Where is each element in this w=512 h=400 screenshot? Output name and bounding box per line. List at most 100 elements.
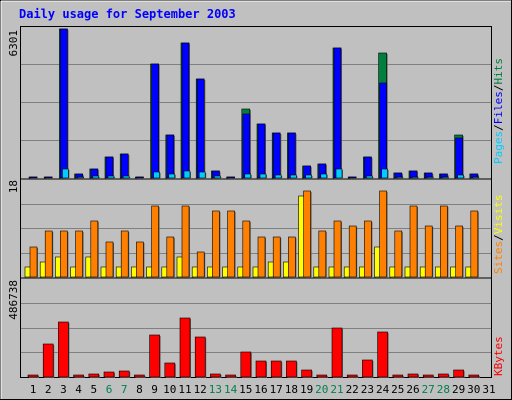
kbytes-bar — [58, 321, 69, 378]
kbytes-bar — [225, 374, 236, 378]
sites-bar — [90, 220, 99, 278]
kbytes-bar — [118, 370, 130, 378]
files-bar — [364, 156, 372, 179]
day-tick-label: 16 — [254, 383, 267, 396]
pages-bar — [290, 174, 297, 179]
day-tick-label: 8 — [136, 383, 143, 396]
pages-bar — [411, 176, 419, 179]
legend-separator: / — [492, 234, 505, 241]
kbytes-bar — [453, 369, 464, 378]
pages-bar — [305, 174, 312, 179]
files-bar-shadow — [350, 178, 358, 179]
sites-bar — [29, 246, 38, 278]
day-tick-label: 3 — [60, 383, 67, 396]
pages-bar-shadow — [443, 178, 450, 179]
kbytes-bar — [407, 373, 419, 378]
files-bar-shadow — [31, 178, 38, 179]
kbytes-max-label: 486738 — [7, 280, 20, 320]
sites-bar — [105, 241, 114, 278]
files-bar — [288, 132, 296, 179]
files-bar — [105, 156, 114, 179]
sites-bar — [440, 205, 448, 278]
files-bar — [455, 137, 463, 179]
pages-bar — [396, 176, 404, 179]
sites-bar — [257, 236, 266, 278]
pages-bar — [426, 176, 434, 179]
pages-bar — [366, 175, 373, 179]
pages-bar — [381, 168, 388, 179]
sites-bar — [348, 225, 357, 278]
pages-bar — [244, 173, 252, 179]
day-tick-label: 13 — [209, 383, 222, 396]
pages-bar — [259, 173, 267, 179]
files-bar — [348, 176, 357, 179]
kbytes-bar — [362, 359, 373, 378]
files-bar — [136, 176, 144, 179]
day-tick-label: 10 — [163, 383, 176, 396]
kbytes-bar — [194, 336, 206, 378]
day-tick-label: 22 — [346, 383, 359, 396]
day-tick-label: 6 — [106, 383, 113, 396]
files-bar-shadow — [137, 178, 145, 179]
files-bar — [379, 82, 387, 179]
kbytes-bar — [438, 373, 449, 378]
files-bar — [196, 78, 205, 179]
legend-separator: / — [492, 85, 505, 92]
files-bar — [60, 28, 68, 179]
day-tick-label: 26 — [406, 383, 419, 396]
kbytes-bar — [42, 343, 54, 378]
kbytes-bar — [240, 351, 252, 378]
day-tick-label: 24 — [376, 383, 390, 396]
sites-bar — [394, 230, 403, 278]
files-bar — [242, 113, 251, 179]
day-tick-label: 30 — [467, 383, 480, 396]
day-tick-label: 1 — [30, 383, 37, 396]
day-tick-label: 21 — [330, 383, 343, 396]
sites-bar — [120, 230, 129, 278]
files-bar — [181, 42, 190, 179]
sites-bar — [44, 230, 53, 278]
files-bar — [166, 134, 175, 179]
kbytes-bar — [149, 334, 160, 378]
sites-bar — [166, 236, 175, 278]
kbytes-bar — [377, 331, 388, 378]
pages-bar — [198, 171, 206, 179]
legend-separator: / — [492, 124, 505, 131]
files-bar — [333, 47, 342, 179]
sites-bar — [272, 236, 281, 278]
kbytes-bar — [73, 374, 84, 378]
day-tick-label: 11 — [178, 383, 191, 396]
legend-visits: Visits — [492, 195, 505, 235]
legend-pages: Pages — [492, 131, 505, 164]
sites-bar — [60, 230, 68, 278]
sites-bar — [409, 205, 418, 278]
pages-bar — [168, 173, 176, 179]
sites-bar — [455, 225, 463, 278]
pages-bar-shadow — [397, 178, 404, 179]
pages-bar — [320, 173, 328, 179]
day-tick-label: 17 — [270, 383, 283, 396]
files-bar — [44, 176, 53, 179]
pages-bar — [472, 176, 480, 179]
pages-bar — [62, 168, 69, 179]
sites-bar — [303, 190, 311, 278]
day-tick-label: 29 — [452, 383, 465, 396]
day-tick-label: 9 — [151, 383, 158, 396]
sites-bar — [242, 220, 251, 278]
files-bar-shadow — [228, 178, 236, 179]
hits-max-label: 6301 — [7, 30, 20, 57]
pages-bar-shadow — [428, 178, 435, 179]
kbytes-bar — [286, 360, 297, 378]
kbytes-bar — [301, 369, 312, 378]
sites-bar — [181, 205, 190, 278]
kbytes-bar — [392, 374, 404, 378]
sites-max-label: 18 — [7, 180, 20, 193]
kbytes-bar — [255, 360, 267, 378]
middle-legend: Sites/Visits — [492, 195, 505, 275]
kbytes-bar — [88, 373, 100, 378]
kbytes-bar — [316, 374, 328, 378]
kbytes-bar — [27, 374, 39, 378]
pages-bar — [77, 176, 84, 179]
pages-bar — [122, 175, 130, 179]
day-tick-label: 23 — [361, 383, 374, 396]
